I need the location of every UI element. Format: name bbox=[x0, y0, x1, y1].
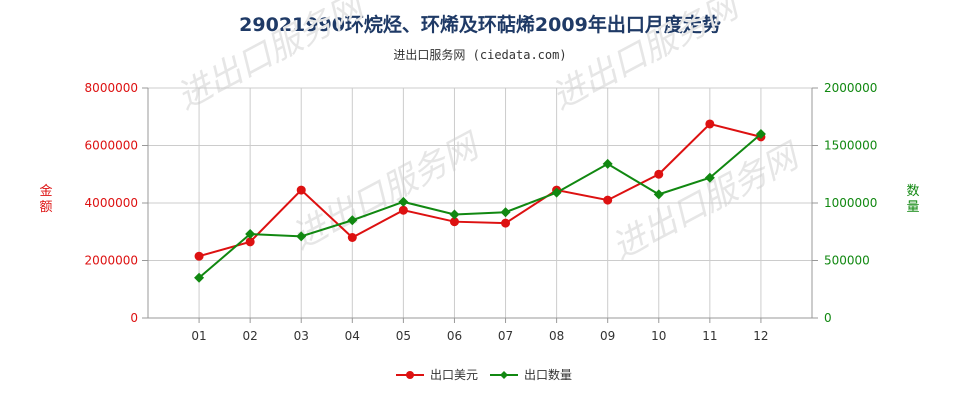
watermark-text: 进出口服务网 bbox=[605, 135, 807, 268]
x-tick-label: 02 bbox=[243, 329, 258, 343]
data-point bbox=[245, 229, 256, 240]
y-axis-left-title: 金额 bbox=[39, 183, 52, 215]
x-tick-label: 04 bbox=[345, 329, 360, 343]
watermark-text: 进出口服务网 bbox=[170, 0, 372, 118]
x-tick-label: 05 bbox=[396, 329, 411, 343]
data-point bbox=[245, 237, 255, 247]
data-point bbox=[654, 169, 664, 179]
data-point bbox=[705, 119, 715, 129]
data-point bbox=[398, 205, 408, 215]
y-right-tick-label: 1500000 bbox=[824, 139, 877, 153]
y-left-tick-label: 0 bbox=[130, 311, 138, 325]
legend-swatch-marker bbox=[500, 371, 508, 379]
data-point bbox=[194, 272, 205, 283]
axes: 0 2000000 4000000 6000000 8000000 0 500000 1000… bbox=[39, 81, 919, 343]
data-point bbox=[704, 172, 715, 183]
x-tick-label: 01 bbox=[191, 329, 206, 343]
data-point bbox=[398, 196, 409, 207]
chart-title: 29021990环烷烃、环烯及环萜烯2009年出口月度走势 bbox=[239, 14, 721, 36]
data-point bbox=[194, 251, 204, 261]
data-point bbox=[347, 233, 357, 242]
y-left-tick-label: 4000000 bbox=[85, 196, 138, 210]
watermark-text: 进出口服务网 bbox=[285, 125, 487, 258]
data-point bbox=[755, 129, 766, 139]
y-left-tick-label: 2000000 bbox=[85, 254, 138, 268]
data-point bbox=[551, 187, 562, 198]
legend-label: 出口美元 bbox=[430, 368, 478, 382]
data-point bbox=[500, 207, 511, 218]
data-point bbox=[449, 217, 459, 227]
x-tick-label: 09 bbox=[600, 329, 615, 343]
legend-swatch-marker bbox=[406, 371, 414, 379]
x-tick-label: 12 bbox=[753, 329, 768, 343]
x-tick-label: 06 bbox=[447, 329, 462, 343]
x-tick-label: 08 bbox=[549, 329, 564, 343]
series-line bbox=[198, 122, 762, 258]
y-right-tick-label: 2000000 bbox=[824, 81, 877, 95]
x-tick-label: 03 bbox=[294, 329, 309, 343]
y-left-tick-label: 8000000 bbox=[85, 81, 138, 95]
data-point bbox=[602, 158, 613, 169]
y-right-tick-label: 0 bbox=[824, 311, 832, 325]
x-tick-label: 10 bbox=[651, 329, 666, 343]
y-right-tick-label: 500000 bbox=[824, 254, 870, 268]
series-line bbox=[198, 133, 762, 279]
y-axis-right-title: 数量 bbox=[906, 184, 919, 215]
legend: 出口美元 出口数量 bbox=[396, 367, 572, 382]
data-point bbox=[603, 195, 613, 205]
data-point bbox=[449, 209, 460, 220]
y-left-tick-label: 6000000 bbox=[85, 139, 138, 153]
x-tick-label: 11 bbox=[702, 329, 717, 343]
y-right-tick-label: 1000000 bbox=[824, 196, 877, 210]
watermark-text: 进出口服务网 bbox=[545, 0, 747, 118]
legend-label: 出口数量 bbox=[524, 367, 572, 382]
data-point bbox=[653, 189, 664, 200]
x-tick-label: 07 bbox=[498, 329, 513, 343]
data-point bbox=[501, 218, 511, 228]
series-lines bbox=[194, 119, 766, 283]
data-point bbox=[296, 185, 306, 195]
data-point bbox=[347, 215, 358, 226]
data-point bbox=[296, 231, 307, 242]
chart-subtitle: 进出口服务网 (ciedata.com) bbox=[393, 48, 567, 62]
